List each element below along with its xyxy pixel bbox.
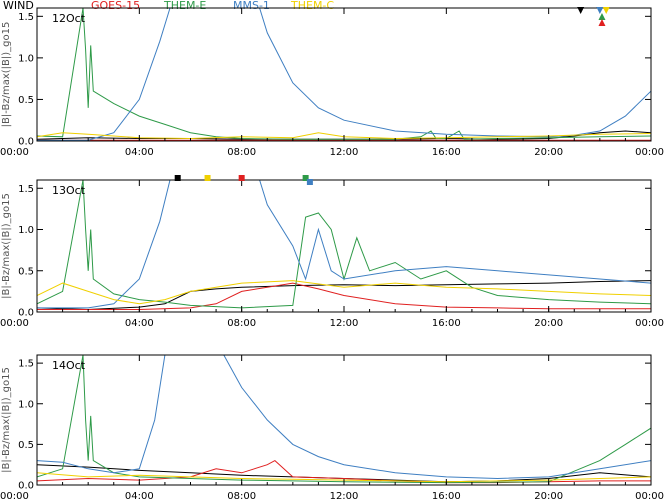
y-axis-label: |B|-Bz/max(|B|)_go15 — [1, 22, 12, 128]
y-tick-label: 1.0 — [18, 399, 34, 410]
marker-mms-1 — [596, 7, 604, 14]
x-tick-label: 12:00 — [330, 491, 359, 500]
marker-goes-15 — [598, 19, 606, 26]
x-tick-label: 20:00 — [534, 147, 563, 158]
panel-label: 13Oct — [52, 184, 86, 197]
series-line-goes-15 — [37, 282, 651, 310]
series-line-them-e — [37, 8, 651, 140]
series-line-mms-1 — [37, 8, 651, 141]
y-tick-label: 0.5 — [18, 95, 34, 106]
x-tick-label: 20:00 — [534, 318, 563, 329]
marker-them-c — [602, 7, 610, 14]
y-tick-label: 0.5 — [18, 440, 34, 451]
x-tick-label: 00:00 — [0, 318, 29, 329]
series-line-them-e — [37, 355, 651, 484]
series-line-mms-1 — [37, 355, 651, 480]
marker-mms-1 — [306, 179, 313, 185]
marker-goes-15 — [238, 175, 245, 181]
x-tick-label: 12:00 — [330, 318, 359, 329]
x-tick-label: 00:00 — [635, 318, 664, 329]
panel-label: 14Oct — [52, 359, 86, 372]
x-tick-label: 16:00 — [432, 491, 461, 500]
y-axis-label: |B|-Bz/max(|B|)_go15 — [1, 193, 12, 299]
panel-13oct: 00:00 04:00 08:00 12:00 16:00 20:00 00:000.00.… — [0, 175, 664, 329]
x-tick-label: 04:00 — [125, 147, 154, 158]
y-tick-label: 0.5 — [18, 266, 34, 277]
legend-wind: WIND — [3, 0, 34, 12]
marker-wind — [577, 7, 585, 14]
series-line-them-c — [37, 280, 651, 305]
series-group — [37, 8, 651, 141]
marker-them-e — [302, 175, 309, 181]
x-tick-label: 16:00 — [432, 318, 461, 329]
x-tick-label: 08:00 — [227, 147, 256, 158]
legend-them-e: THEM-E — [164, 0, 207, 12]
series-line-them-c — [37, 132, 651, 140]
x-tick-label: 08:00 — [227, 491, 256, 500]
y-tick-label: 1.5 — [18, 184, 34, 195]
series-line-them-e — [37, 180, 651, 309]
panel-label: 12Oct — [52, 12, 86, 25]
x-tick-label: 00:00 — [0, 147, 29, 158]
x-tick-label: 00:00 — [635, 491, 664, 500]
legend-mms-1: MMS-1 — [233, 0, 270, 12]
y-tick-label: 0.0 — [18, 137, 34, 148]
y-axis-label: |B|-Bz/max(|B|)_go15 — [1, 367, 12, 473]
y-tick-label: 1.0 — [18, 53, 34, 64]
marker-them-e — [598, 13, 606, 20]
series-group — [37, 355, 651, 484]
x-tick-label: 20:00 — [534, 491, 563, 500]
x-tick-label: 12:00 — [330, 147, 359, 158]
y-tick-label: 1.5 — [18, 359, 34, 370]
x-tick-label: 04:00 — [125, 491, 154, 500]
panel-14oct: 00:00 04:00 08:00 12:00 16:00 20:00 00:000.00.… — [0, 354, 664, 500]
plot-frame — [36, 7, 652, 142]
legend-them-c: THEM-C — [291, 0, 335, 12]
x-tick-label: 16:00 — [432, 147, 461, 158]
y-tick-label: 0.0 — [18, 481, 34, 492]
x-tick-label: 00:00 — [635, 147, 664, 158]
series-line-mms-1 — [37, 180, 651, 309]
x-tick-label: 08:00 — [227, 318, 256, 329]
panel-12oct: 00:00 04:00 08:00 12:00 16:00 20:00 00:000.00.… — [0, 7, 664, 158]
x-tick-label: 00:00 — [0, 491, 29, 500]
legend: WIND GOES-15 THEM-E MMS-1 THEM-C — [0, 0, 665, 14]
marker-wind — [174, 175, 181, 181]
series-group — [37, 180, 651, 311]
y-tick-label: 1.5 — [18, 12, 34, 23]
y-tick-label: 1.0 — [18, 225, 34, 236]
marker-them-c — [204, 175, 211, 181]
y-tick-label: 0.0 — [18, 308, 34, 319]
x-tick-label: 04:00 — [125, 318, 154, 329]
plot-frame — [36, 354, 652, 486]
series-line-wind — [37, 280, 651, 311]
legend-goes-15: GOES-15 — [91, 0, 141, 12]
